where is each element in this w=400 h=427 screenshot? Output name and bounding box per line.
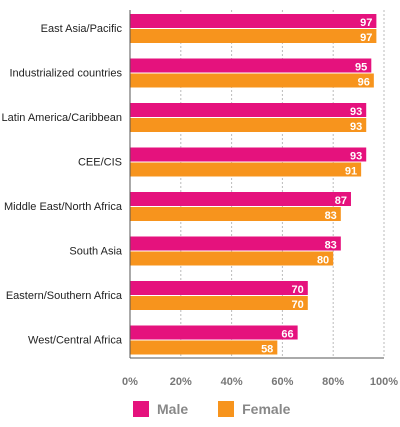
bar-value-label: 96: [358, 77, 370, 89]
category-label: Latin America/Caribbean: [2, 112, 122, 124]
bar-value-label: 87: [335, 195, 347, 207]
legend-label-male: Male: [157, 401, 189, 417]
bar-value-label: 70: [292, 299, 304, 311]
bar-female: [130, 73, 374, 88]
bar-male: [130, 236, 341, 251]
bar-male: [130, 281, 308, 295]
bar-value-label: 97: [360, 17, 372, 29]
bar-value-label: 83: [325, 240, 337, 252]
x-tick-label: 0%: [122, 376, 138, 388]
x-tick-label: 40%: [221, 376, 243, 388]
x-tick-label: 80%: [322, 376, 344, 388]
bar-value-label: 97: [360, 32, 372, 44]
bar-male: [130, 192, 351, 206]
bar-female: [130, 296, 308, 310]
bar-male: [130, 103, 367, 117]
category-label: Eastern/Southern Africa: [6, 290, 123, 302]
bar-value-label: 70: [292, 284, 304, 296]
x-tick-label: 20%: [170, 376, 192, 388]
category-label: CEE/CIS: [78, 157, 122, 169]
bar-female: [130, 207, 341, 221]
category-label: East Asia/Pacific: [41, 23, 123, 35]
x-tick-label: 60%: [271, 376, 293, 388]
category-label: West/Central Africa: [28, 335, 123, 347]
bar-value-label: 66: [281, 329, 293, 341]
legend-item-female: Female: [218, 401, 290, 417]
category-label: Industrialized countries: [9, 68, 122, 80]
bar-value-label: 93: [350, 106, 362, 118]
category-label: South Asia: [69, 246, 122, 258]
legend-swatch-female: [218, 401, 235, 417]
bar-female: [130, 340, 278, 355]
bar-value-label: 93: [350, 121, 362, 133]
bars: 97 97 95 96 93 93 93 91 87 83 83 80 70 70 66 58: [130, 14, 377, 356]
bar-female: [130, 162, 362, 177]
bar-female: [130, 118, 367, 132]
legend: Male Female: [133, 401, 320, 417]
x-axis: 0% 20% 40% 60% 80% 100%: [122, 10, 398, 388]
bar-female: [130, 251, 334, 266]
bar-value-label: 58: [261, 344, 273, 356]
category-label: Middle East/North Africa: [4, 201, 123, 213]
bar-value-label: 93: [350, 151, 362, 163]
bar-male: [130, 58, 372, 73]
legend-swatch-male: [133, 401, 149, 417]
bar-female: [130, 29, 377, 43]
x-tick-label: 100%: [370, 376, 398, 388]
bar-value-label: 91: [345, 166, 357, 178]
legend-label-female: Female: [242, 401, 291, 417]
bar-male: [130, 14, 377, 28]
bar-male: [130, 147, 367, 162]
legend-item-male: Male: [133, 401, 188, 417]
bar-value-label: 95: [355, 62, 367, 74]
bar-male: [130, 325, 298, 340]
bar-value-label: 80: [317, 255, 329, 267]
bar-value-label: 83: [325, 210, 337, 222]
category-labels: East Asia/Pacific Industrialized countrie…: [2, 23, 123, 347]
